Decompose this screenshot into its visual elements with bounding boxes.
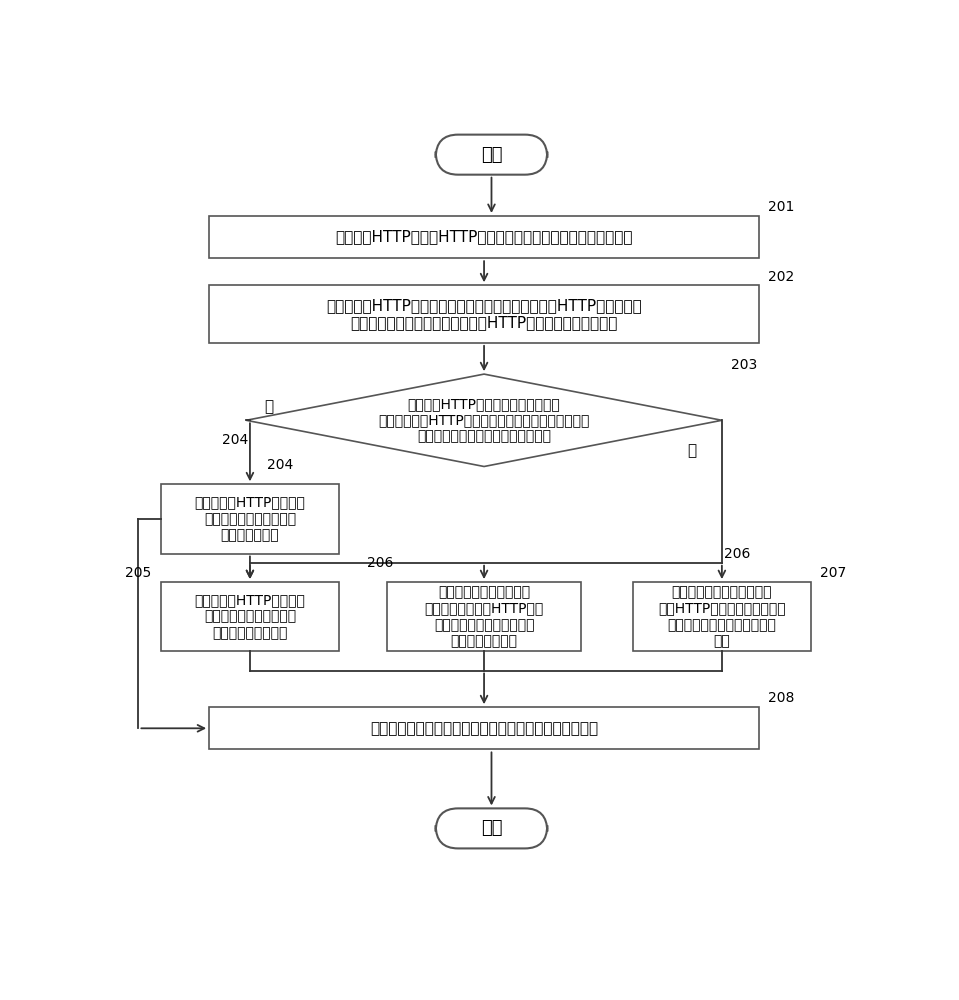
FancyBboxPatch shape (387, 582, 581, 651)
Text: 205: 205 (126, 566, 152, 580)
Text: 206: 206 (366, 556, 393, 570)
FancyBboxPatch shape (209, 285, 760, 343)
Text: 待处理队列具有空闲空间
后，再将所述任一HTTP请求
对应的解析数据分发至处理
队列的空闲空间中: 待处理队列具有空闲空间 后，再将所述任一HTTP请求 对应的解析数据分发至处理 … (425, 585, 544, 648)
Text: 开始: 开始 (480, 146, 503, 164)
Text: 201: 201 (768, 200, 795, 214)
Text: 否: 否 (688, 444, 697, 459)
FancyBboxPatch shape (633, 582, 811, 651)
Text: 获取与每个HTTP请求相对应的网络数据流，并对每个HTTP请求对应的
网络数据流进行解析，得到与每个HTTP请求相对应的解析数据: 获取与每个HTTP请求相对应的网络数据流，并对每个HTTP请求对应的 网络数据流… (326, 298, 642, 330)
FancyBboxPatch shape (435, 808, 548, 848)
Text: 是: 是 (264, 399, 273, 414)
Text: 结束: 结束 (480, 819, 503, 837)
Text: 调用对应的处理线程对其处理队列中的解析数据进行处理: 调用对应的处理线程对其处理队列中的解析数据进行处理 (370, 721, 598, 736)
FancyBboxPatch shape (161, 484, 339, 554)
Text: 208: 208 (768, 691, 795, 705)
Text: 接收多个HTTP请求，HTTP请求的数量大于开启的处理线程的数量: 接收多个HTTP请求，HTTP请求的数量大于开启的处理线程的数量 (336, 230, 633, 245)
FancyBboxPatch shape (209, 216, 760, 258)
FancyBboxPatch shape (209, 707, 760, 749)
Text: 203: 203 (731, 358, 758, 372)
Text: 对于任一HTTP请求对应的解析数据，
判断所述任一HTTP请求对应的解析数据待分发至的处
理线程的处理队列是否具有空闲空间: 对于任一HTTP请求对应的解析数据， 判断所述任一HTTP请求对应的解析数据待分… (379, 397, 590, 444)
Text: 将所述任一HTTP请求对应
的解析数据分发至其他处
理线程的处理队列中: 将所述任一HTTP请求对应 的解析数据分发至其他处 理线程的处理队列中 (195, 593, 305, 640)
Text: 207: 207 (820, 566, 847, 580)
Text: 204: 204 (267, 458, 292, 472)
Text: 204: 204 (222, 433, 248, 447)
Text: 开启新的处理线程，将所述
任一HTTP请求对应的解析数据
分发至新的处理线程的处理队
列中: 开启新的处理线程，将所述 任一HTTP请求对应的解析数据 分发至新的处理线程的处… (658, 585, 785, 648)
Text: 202: 202 (768, 270, 794, 284)
Text: 将所述任一HTTP请求对应
的解析数据分发至处理队
列的空闲空间中: 将所述任一HTTP请求对应 的解析数据分发至处理队 列的空闲空间中 (195, 496, 305, 542)
FancyBboxPatch shape (435, 135, 548, 175)
Polygon shape (246, 374, 722, 466)
Text: 206: 206 (723, 547, 750, 561)
FancyBboxPatch shape (161, 582, 339, 651)
